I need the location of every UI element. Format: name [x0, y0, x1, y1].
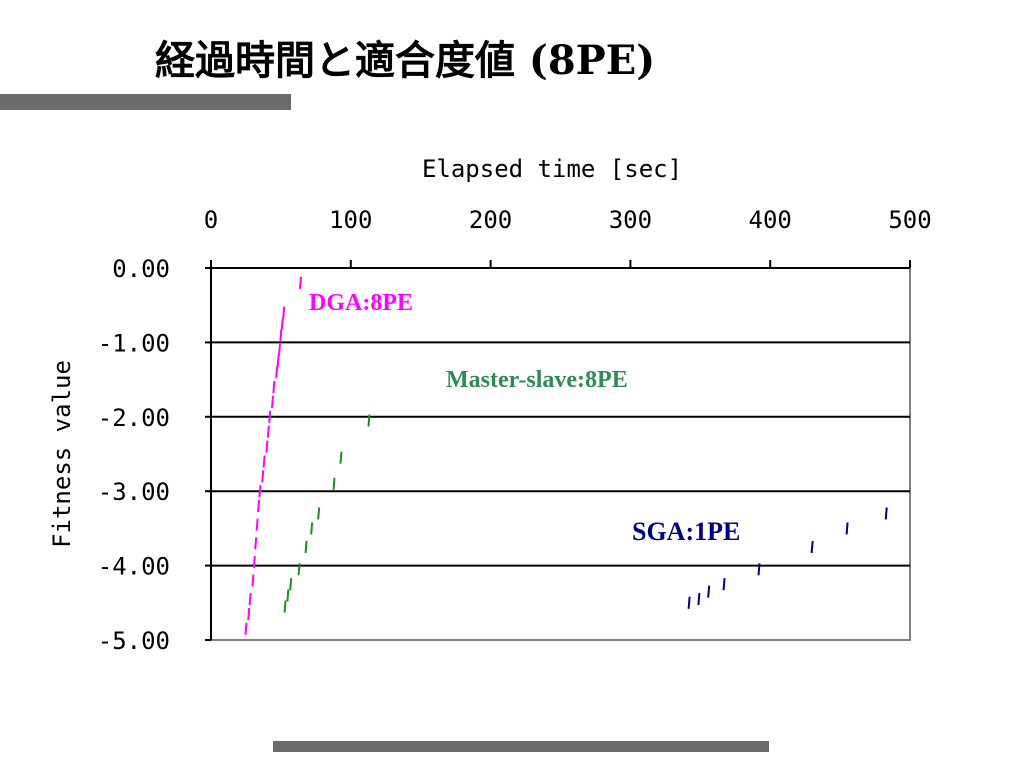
annotation-label: DGA:8PE [309, 290, 413, 316]
data-point [687, 596, 691, 609]
data-point [697, 592, 701, 606]
data-point [268, 410, 272, 423]
slide-title: 経過時間と適合度値 (8PE) [155, 37, 656, 84]
data-point [248, 592, 252, 606]
y-tick-label: -4.00 [98, 553, 170, 581]
plot-area [210, 267, 911, 641]
x-axis-label: Elapsed time [sec] [422, 155, 682, 183]
data-point [276, 354, 280, 368]
data-point [289, 578, 293, 591]
data-point [257, 499, 261, 513]
data-point [255, 518, 259, 531]
data-point [261, 470, 265, 483]
data-point [884, 507, 888, 520]
data-point [283, 600, 287, 613]
x-tick-label: 500 [888, 206, 931, 234]
data-point [271, 395, 275, 409]
data-point [707, 585, 711, 598]
series-group [244, 276, 888, 635]
data-point [247, 607, 251, 621]
x-tick-label: 0 [204, 206, 218, 234]
data-point [266, 425, 270, 438]
data-point [252, 555, 256, 568]
data-point [251, 574, 255, 587]
data-point [262, 455, 266, 468]
series-2 [687, 507, 888, 609]
data-point [810, 540, 814, 554]
data-point [317, 507, 321, 520]
data-point [332, 477, 336, 490]
data-point [275, 366, 279, 379]
title-underline-bar [0, 94, 291, 110]
data-point [757, 563, 761, 576]
y-tick-label: -1.00 [98, 329, 170, 357]
data-point [265, 440, 269, 453]
series-1 [283, 414, 371, 613]
data-point [258, 485, 262, 498]
x-tick-label: 400 [749, 206, 792, 234]
footer-bar [273, 741, 769, 752]
data-point [286, 589, 290, 602]
data-point [339, 451, 343, 464]
data-point [367, 414, 371, 427]
data-point [722, 578, 726, 591]
y-axis-label: Fitness value [48, 360, 76, 548]
y-axis-ticks: 0.00 -1.00 -2.00 -3.00 -4.00 -5.00 [98, 255, 211, 655]
series-0 [244, 276, 302, 635]
data-point [297, 563, 301, 576]
data-point [279, 328, 283, 342]
data-point [254, 537, 258, 550]
y-tick-label: -3.00 [98, 478, 170, 506]
data-point [310, 522, 314, 535]
y-tick-label: 0.00 [112, 255, 170, 283]
data-point [272, 380, 276, 394]
annotations-group: DGA:8PE Master-slave:8PE SGA:1PE [309, 290, 740, 546]
data-point [280, 317, 284, 330]
data-point [845, 522, 849, 535]
x-tick-label: 100 [329, 206, 372, 234]
data-point [304, 540, 308, 554]
data-point [278, 343, 281, 356]
x-tick-label: 300 [609, 206, 652, 234]
y-tick-label: -5.00 [98, 627, 170, 655]
grid-lines [210, 267, 910, 640]
data-point [244, 622, 248, 635]
annotation-label: SGA:1PE [632, 517, 740, 546]
x-tick-label: 200 [469, 206, 512, 234]
annotation-label: Master-slave:8PE [446, 367, 628, 393]
data-point [282, 306, 286, 319]
x-axis-ticks: 0 100 200 300 400 500 [204, 206, 932, 268]
data-point [298, 276, 302, 289]
y-tick-label: -2.00 [98, 404, 170, 432]
